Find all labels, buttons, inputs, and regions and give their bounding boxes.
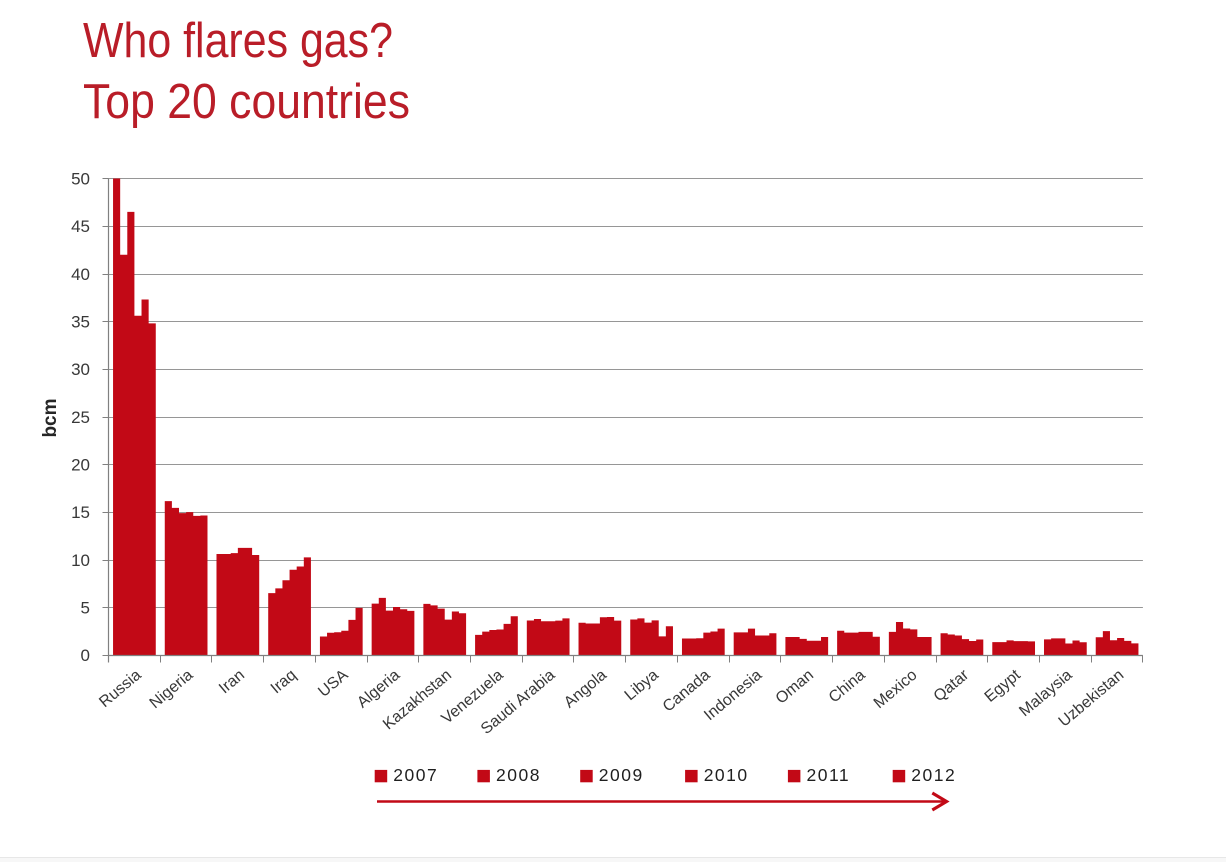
svg-text:35: 35 (71, 313, 90, 332)
svg-text:20: 20 (71, 456, 90, 475)
svg-text:Qatar: Qatar (931, 666, 973, 705)
svg-text:USA: USA (315, 666, 351, 700)
svg-text:Egypt: Egypt (982, 666, 1025, 706)
svg-text:40: 40 (71, 265, 90, 284)
svg-text:Russia: Russia (96, 666, 144, 711)
svg-text:Angola: Angola (561, 666, 610, 711)
svg-text:2012: 2012 (911, 765, 956, 785)
svg-text:bcm: bcm (40, 398, 61, 437)
svg-text:10: 10 (71, 551, 90, 570)
svg-text:Algeria: Algeria (354, 666, 403, 711)
svg-text:15: 15 (71, 503, 90, 522)
svg-text:30: 30 (71, 360, 90, 379)
svg-text:Oman: Oman (773, 667, 817, 708)
svg-text:China: China (826, 666, 869, 706)
svg-text:50: 50 (71, 170, 90, 189)
svg-text:Nigeria: Nigeria (147, 666, 197, 712)
svg-text:2008: 2008 (496, 765, 541, 785)
svg-text:2011: 2011 (807, 765, 851, 785)
svg-text:Indonesia: Indonesia (701, 666, 765, 724)
svg-text:5: 5 (81, 598, 90, 617)
svg-text:45: 45 (71, 217, 90, 236)
svg-text:2010: 2010 (704, 765, 749, 785)
svg-text:25: 25 (71, 408, 90, 427)
svg-text:Mexico: Mexico (871, 666, 921, 712)
svg-text:2007: 2007 (393, 765, 438, 785)
svg-text:2009: 2009 (599, 765, 644, 785)
svg-text:0: 0 (81, 646, 90, 665)
svg-text:Iraq: Iraq (268, 667, 300, 698)
svg-text:Libya: Libya (622, 666, 662, 704)
svg-text:Iran: Iran (216, 667, 248, 698)
